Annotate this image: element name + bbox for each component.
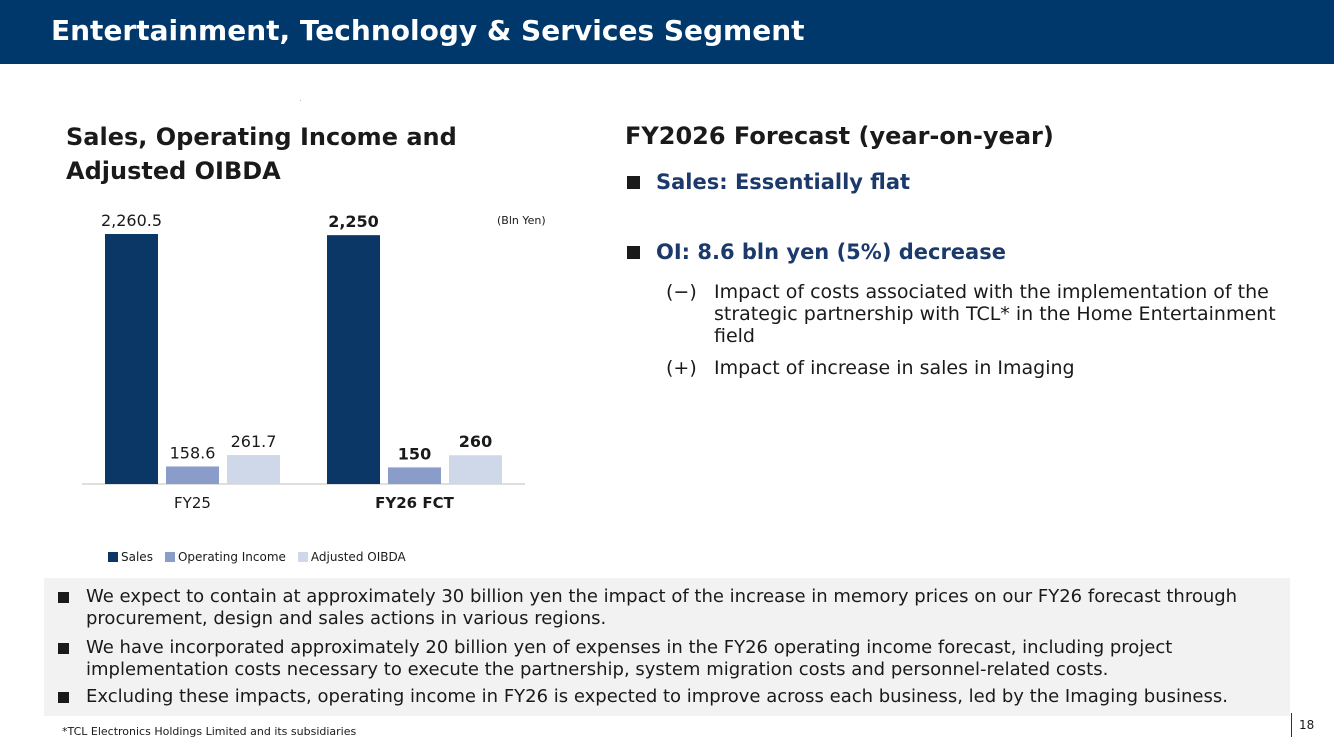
data-label-adjusted-oibda-fy26-fct: 260 (459, 432, 492, 451)
square-bullet-icon (627, 245, 640, 259)
chart-unit-label: (Bln Yen) (497, 214, 546, 227)
data-label-operating-income-fy26-fct: 150 (398, 444, 431, 463)
data-label-operating-income-fy25: 158.6 (170, 443, 216, 462)
legend-item-sales: Sales (108, 550, 153, 564)
legend-label-sales: Sales (121, 550, 153, 564)
forecast-factor-positive: (+) Impact of increase in sales in Imagi… (666, 357, 1286, 379)
note-item: We have incorporated approximately 20 bi… (58, 637, 1278, 681)
factor-text: Impact of increase in sales in Imaging (714, 357, 1075, 379)
forecast-oi-point: OI: 8.6 bln yen (5%) decrease (627, 240, 1006, 264)
forecast-title: FY2026 Forecast (year-on-year) (625, 122, 1054, 150)
bar-sales-fy25 (105, 234, 158, 484)
slide-header: Entertainment, Technology & Services Seg… (0, 0, 1334, 64)
note-text: We have incorporated approximately 20 bi… (86, 637, 1173, 680)
forecast-oi-text: OI: 8.6 bln yen (5%) decrease (656, 240, 1006, 264)
square-bullet-icon (627, 175, 640, 189)
note-item: Excluding these impacts, operating incom… (58, 686, 1278, 708)
bar-sales-fy26-fct (327, 235, 380, 484)
legend-item-adjusted-oibda: Adjusted OIBDA (297, 550, 406, 564)
data-label-adjusted-oibda-fy25: 261.7 (231, 432, 277, 451)
chart-title: Sales, Operating Income and Adjusted OIB… (66, 123, 457, 185)
bar-operating-income-fy26-fct (388, 467, 441, 484)
bar-operating-income-fy25 (166, 466, 219, 484)
artifact-dot (300, 100, 301, 101)
chart-legend: Sales Operating Income Adjusted OIBDA (108, 550, 418, 564)
legend-swatch-adjusted-oibda (297, 552, 308, 562)
note-item: We expect to contain at approximately 30… (58, 586, 1278, 630)
legend-item-operating-income: Operating Income (164, 550, 286, 564)
square-bullet-icon (58, 643, 69, 654)
note-text: Excluding these impacts, operating incom… (86, 686, 1228, 707)
data-label-sales-fy26-fct: 2,250 (328, 212, 379, 231)
legend-swatch-operating-income (164, 552, 175, 562)
factor-sign: (+) (666, 357, 697, 379)
legend-label-adjusted-oibda: Adjusted OIBDA (310, 550, 406, 564)
slide-title: Entertainment, Technology & Services Seg… (51, 14, 805, 47)
square-bullet-icon (58, 692, 69, 703)
footnote: *TCL Electronics Holdings Limited and it… (62, 725, 357, 738)
square-bullet-icon (58, 592, 69, 603)
bar-adjusted-oibda-fy26-fct (449, 455, 502, 484)
data-label-sales-fy25: 2,260.5 (101, 211, 162, 230)
page-number: 18 (1299, 718, 1315, 732)
note-text: We expect to contain at approximately 30… (86, 586, 1238, 629)
category-label-fy26-fct: FY26 FCT (375, 494, 454, 512)
category-label-fy25: FY25 (174, 494, 211, 512)
factor-text: Impact of costs associated with the impl… (714, 281, 1276, 347)
page-number-divider (1291, 713, 1292, 737)
forecast-factor-negative: (−) Impact of costs associated with the … (666, 281, 1286, 347)
legend-label-operating-income: Operating Income (177, 550, 286, 564)
forecast-sales-point: Sales: Essentially flat (627, 170, 910, 194)
legend-swatch-sales (108, 552, 118, 562)
factor-sign: (−) (666, 281, 697, 303)
bar-adjusted-oibda-fy25 (227, 455, 280, 484)
notes-panel (44, 578, 1290, 716)
forecast-sales-text: Sales: Essentially flat (656, 170, 911, 194)
